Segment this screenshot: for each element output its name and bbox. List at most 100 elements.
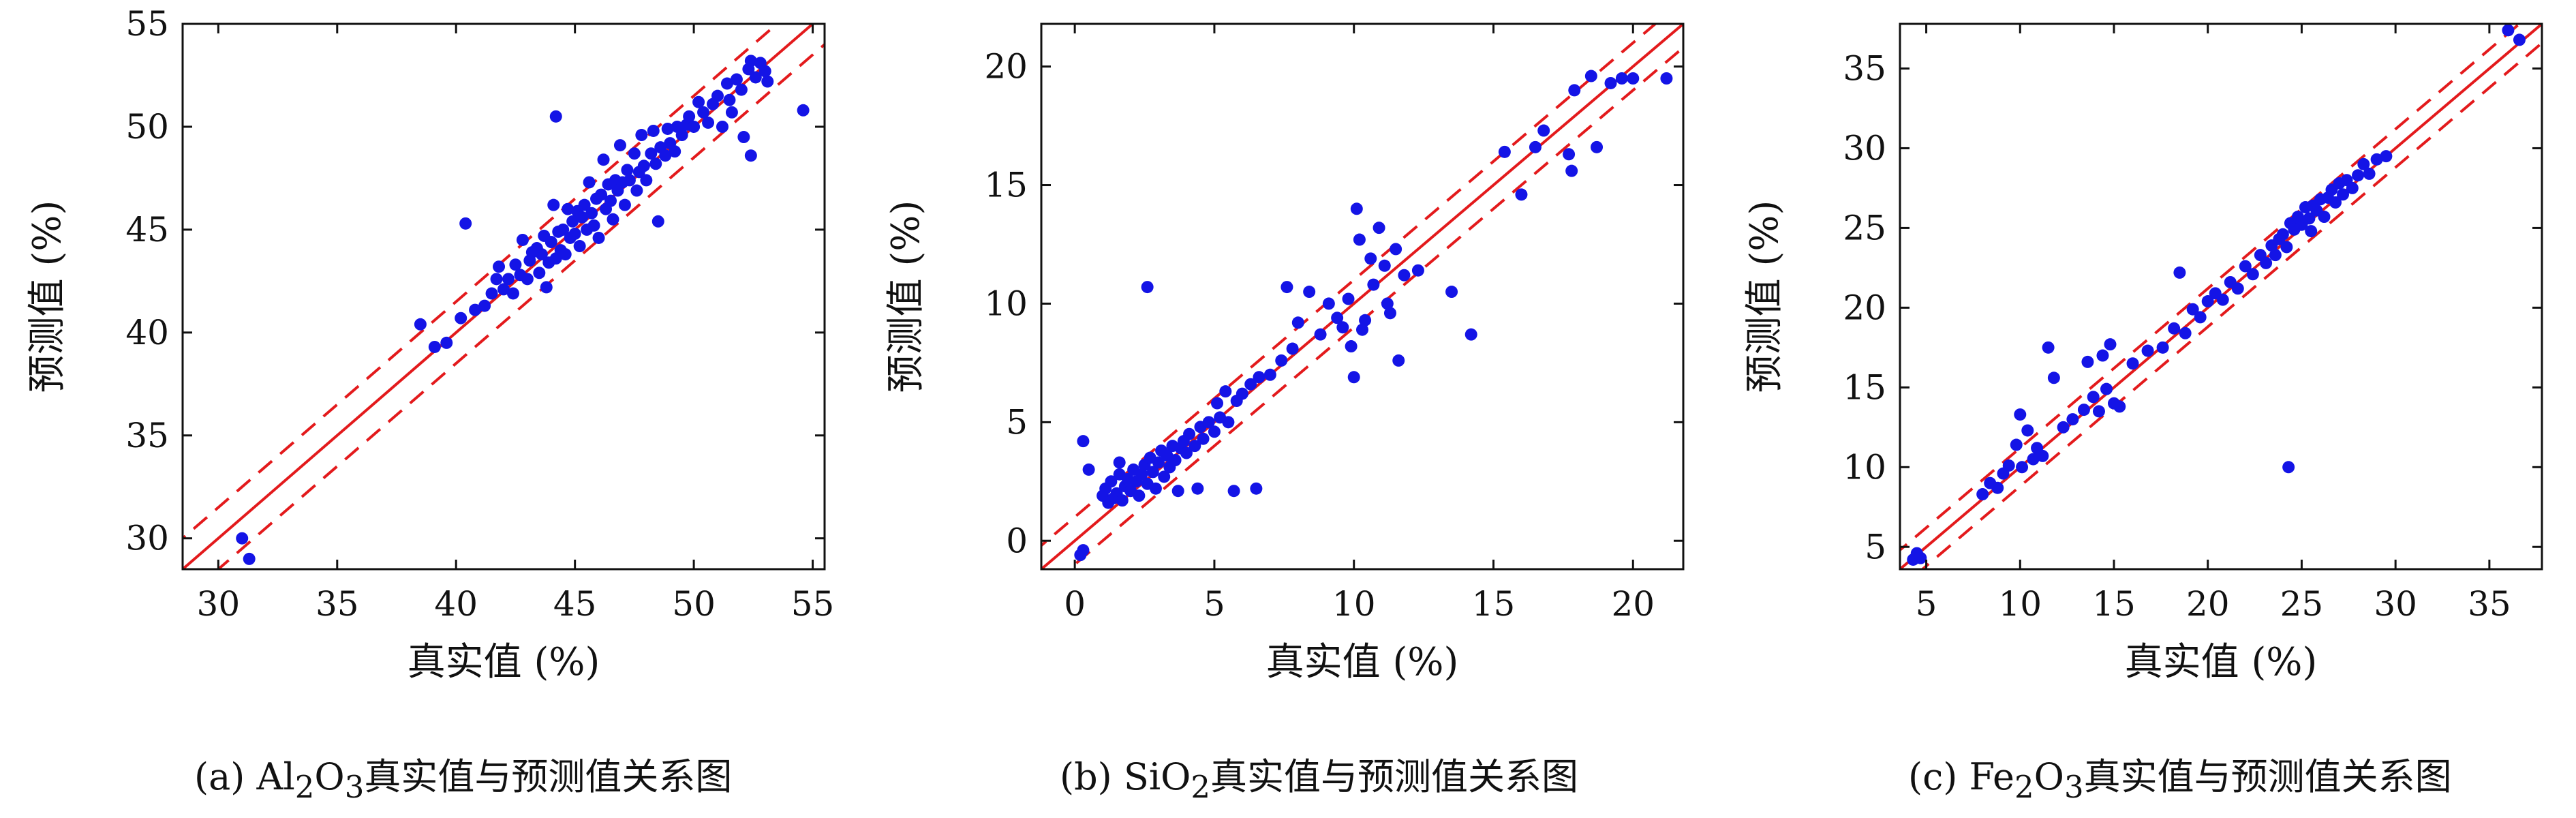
data-point bbox=[1263, 368, 1276, 381]
data-point bbox=[509, 258, 522, 271]
data-point bbox=[1359, 314, 1372, 327]
data-point bbox=[1303, 286, 1316, 299]
data-point bbox=[455, 312, 467, 324]
lower-band-line bbox=[1067, 46, 1683, 569]
y-tick-label: 10 bbox=[1843, 447, 1886, 487]
data-point bbox=[669, 145, 681, 158]
data-point bbox=[1584, 70, 1597, 82]
data-point bbox=[640, 174, 653, 187]
data-points bbox=[236, 55, 810, 565]
data-point bbox=[1250, 482, 1263, 495]
data-point bbox=[2126, 357, 2139, 370]
data-point bbox=[490, 273, 503, 286]
data-point bbox=[651, 215, 664, 228]
y-tick-label: 0 bbox=[1006, 521, 1028, 560]
x-tick-label: 55 bbox=[791, 584, 835, 624]
y-tick-label: 5 bbox=[1006, 402, 1028, 442]
lower-band-line bbox=[1920, 41, 2542, 569]
y-tick-label: 35 bbox=[125, 416, 169, 455]
data-point bbox=[1116, 494, 1129, 507]
data-point bbox=[623, 174, 636, 187]
data-point bbox=[2179, 327, 2192, 339]
data-point bbox=[628, 147, 641, 160]
data-point bbox=[1183, 427, 1196, 440]
x-tick-label: 35 bbox=[316, 584, 359, 624]
caption-a: (a) Al2O3真实值与预测值关系图 bbox=[194, 755, 733, 805]
data-point bbox=[549, 110, 562, 123]
data-point bbox=[2260, 256, 2273, 269]
data-point bbox=[697, 106, 710, 119]
data-point bbox=[2502, 24, 2515, 37]
data-point bbox=[1353, 233, 1366, 246]
data-point bbox=[1113, 456, 1126, 469]
data-point bbox=[1244, 378, 1257, 391]
data-point bbox=[1591, 140, 1604, 153]
data-point bbox=[1133, 489, 1146, 502]
data-point bbox=[1141, 281, 1154, 294]
data-point bbox=[2370, 153, 2383, 166]
data-point bbox=[2337, 188, 2350, 201]
data-point bbox=[440, 336, 453, 349]
data-point bbox=[1914, 551, 1927, 564]
data-point bbox=[637, 160, 650, 172]
data-point bbox=[1152, 456, 1165, 469]
data-point bbox=[730, 73, 743, 86]
data-point bbox=[1392, 354, 1405, 367]
data-point bbox=[1077, 435, 1090, 448]
data-point bbox=[2100, 382, 2113, 395]
data-point bbox=[1314, 328, 1327, 341]
data-point bbox=[2280, 241, 2293, 254]
data-point bbox=[576, 211, 589, 224]
data-point bbox=[236, 532, 249, 545]
data-point bbox=[621, 164, 634, 177]
data-point bbox=[2329, 196, 2342, 209]
reference-lines bbox=[1041, 24, 1683, 569]
x-tick-label: 50 bbox=[672, 584, 716, 624]
data-point bbox=[1227, 485, 1240, 498]
data-point bbox=[2201, 295, 2214, 308]
data-point bbox=[502, 273, 515, 286]
data-point bbox=[2021, 424, 2034, 437]
data-point bbox=[2513, 33, 2526, 46]
data-point bbox=[2066, 413, 2079, 426]
data-point bbox=[1615, 72, 1628, 85]
data-point bbox=[630, 184, 643, 197]
data-point bbox=[692, 95, 705, 108]
data-point bbox=[2282, 461, 2295, 474]
data-point bbox=[1291, 316, 1304, 329]
y-tick-label: 15 bbox=[984, 166, 1028, 205]
plot-frame bbox=[1899, 22, 2543, 571]
data-point bbox=[1373, 222, 1385, 234]
y-tick-label: 15 bbox=[1843, 367, 1886, 407]
data-point bbox=[1378, 259, 1391, 272]
y-axis-label: 预测值 (%) bbox=[1743, 200, 1787, 393]
y-tick-label: 35 bbox=[1843, 48, 1886, 88]
data-point bbox=[2042, 341, 2055, 354]
data-point bbox=[688, 120, 701, 133]
data-point bbox=[485, 287, 498, 300]
data-point bbox=[547, 198, 560, 211]
data-point bbox=[2092, 405, 2105, 418]
chart-a: 30 35 40 45 50 55 30 35 40 45 50 55 真实值 (%) 预测值 (%) bbox=[25, 4, 835, 684]
data-point bbox=[2141, 344, 2154, 357]
data-point bbox=[2186, 303, 2199, 316]
data-point bbox=[1336, 321, 1349, 334]
data-point bbox=[645, 147, 658, 160]
data-point bbox=[1286, 342, 1299, 355]
data-point bbox=[1568, 84, 1581, 97]
y-tick-label: 25 bbox=[1843, 208, 1886, 247]
data-point bbox=[2303, 212, 2316, 225]
upper-band-line bbox=[183, 24, 780, 541]
x-tick-label: 20 bbox=[1611, 584, 1655, 624]
data-point bbox=[1208, 425, 1221, 438]
ideal-line bbox=[1041, 24, 1683, 569]
data-point bbox=[516, 233, 529, 246]
y-axis-label: 预测值 (%) bbox=[25, 200, 70, 393]
data-point bbox=[1976, 488, 1989, 501]
data-point bbox=[1236, 387, 1248, 400]
data-point bbox=[2380, 150, 2393, 163]
data-point bbox=[2276, 228, 2289, 241]
data-point bbox=[683, 110, 696, 123]
data-points bbox=[1074, 70, 1673, 562]
